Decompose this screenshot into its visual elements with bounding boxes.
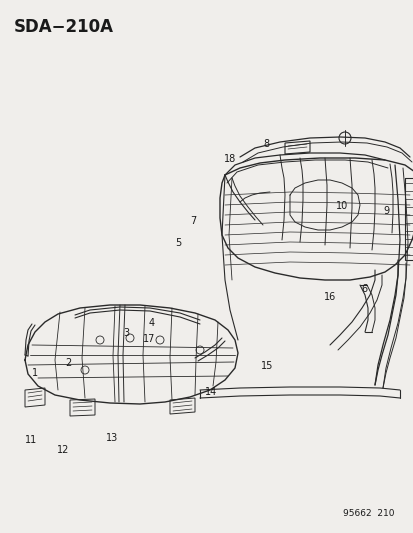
Text: 10: 10 xyxy=(335,201,347,211)
Text: 11: 11 xyxy=(25,435,37,445)
Text: 95662  210: 95662 210 xyxy=(343,509,394,518)
Text: 7: 7 xyxy=(190,216,196,226)
Text: SDA−210A: SDA−210A xyxy=(14,18,114,36)
Text: 15: 15 xyxy=(260,361,273,371)
Text: 17: 17 xyxy=(142,334,155,344)
Text: 2: 2 xyxy=(65,358,71,368)
Text: 18: 18 xyxy=(223,154,235,164)
Text: 14: 14 xyxy=(204,387,216,397)
Text: 9: 9 xyxy=(382,206,388,216)
Text: 5: 5 xyxy=(174,238,181,248)
Text: 8: 8 xyxy=(262,139,268,149)
Text: 4: 4 xyxy=(149,318,155,328)
Text: 13: 13 xyxy=(106,433,118,443)
Text: 12: 12 xyxy=(57,445,69,455)
Text: 6: 6 xyxy=(360,284,366,294)
Text: 1: 1 xyxy=(32,368,38,378)
Text: 3: 3 xyxy=(123,328,129,338)
Text: 16: 16 xyxy=(323,292,335,302)
